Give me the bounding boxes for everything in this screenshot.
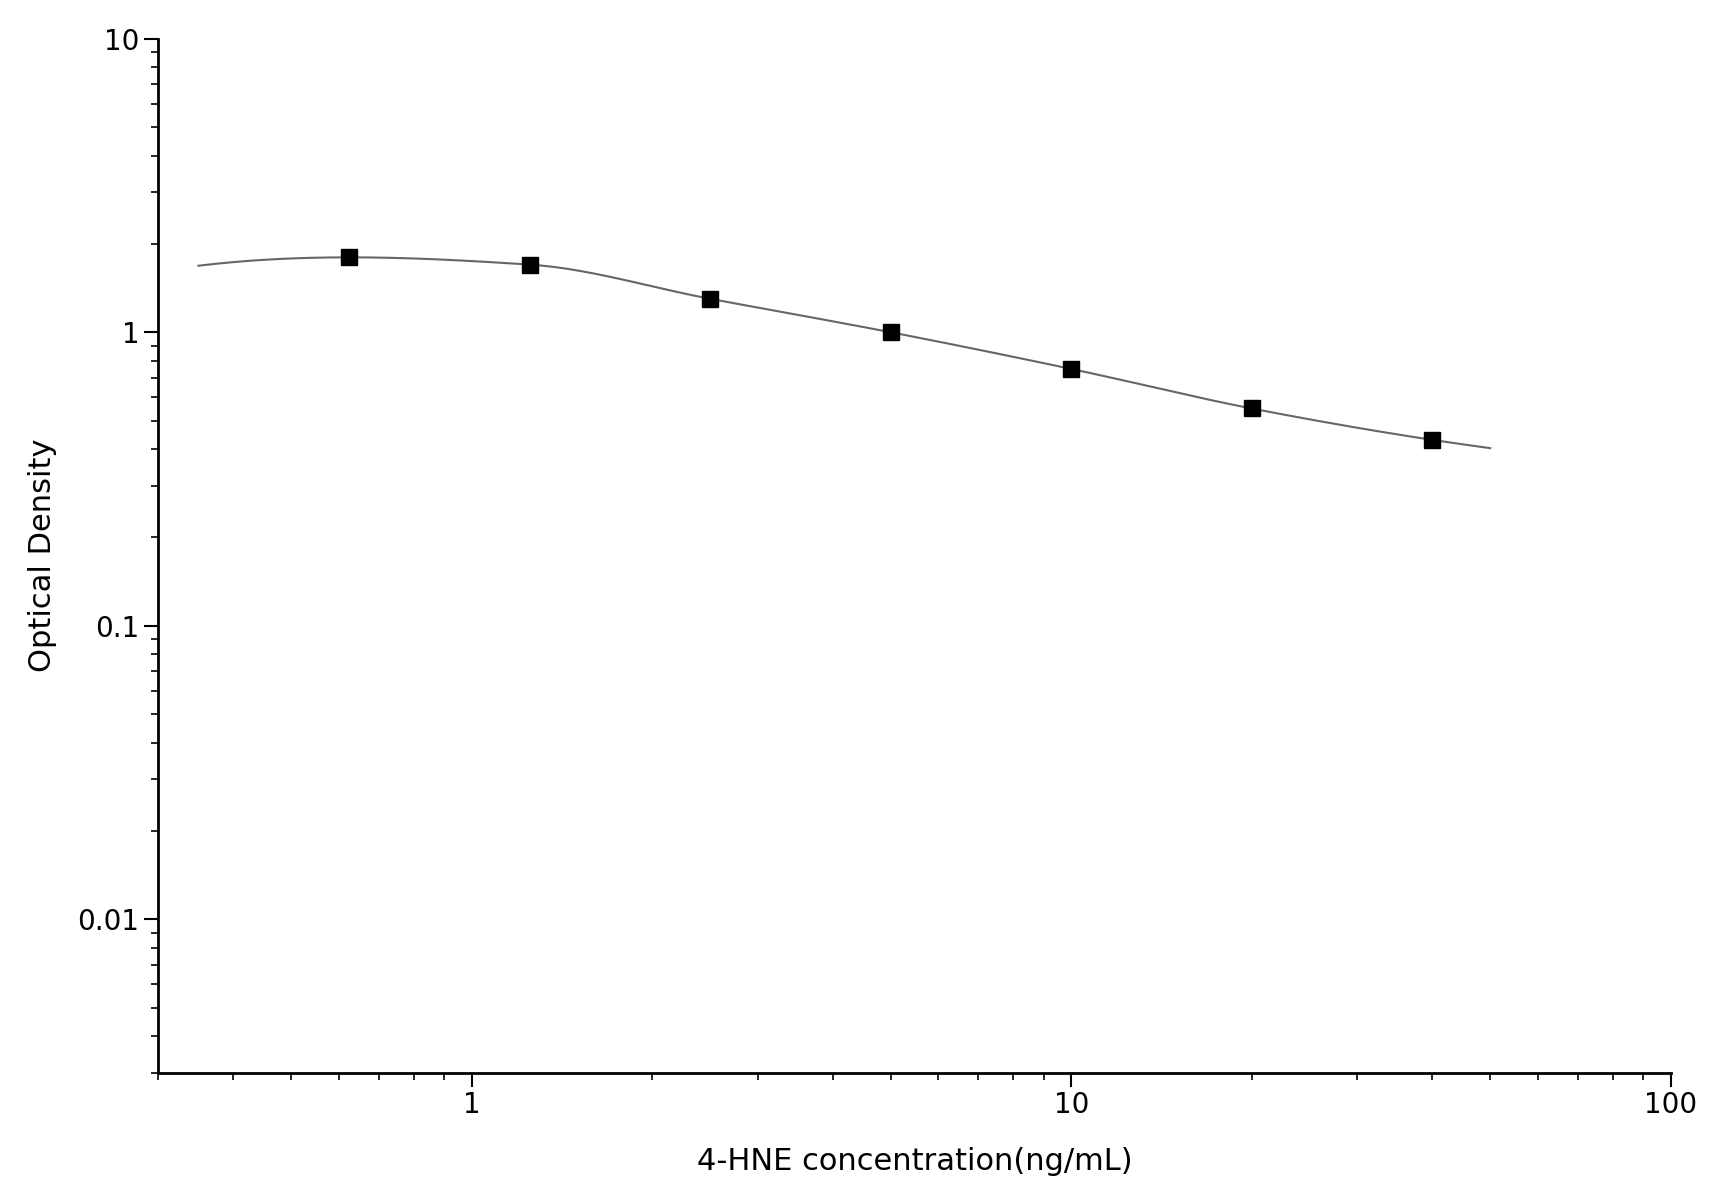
X-axis label: 4-HNE concentration(ng/mL): 4-HNE concentration(ng/mL) (697, 1147, 1132, 1176)
Y-axis label: Optical Density: Optical Density (28, 439, 57, 673)
